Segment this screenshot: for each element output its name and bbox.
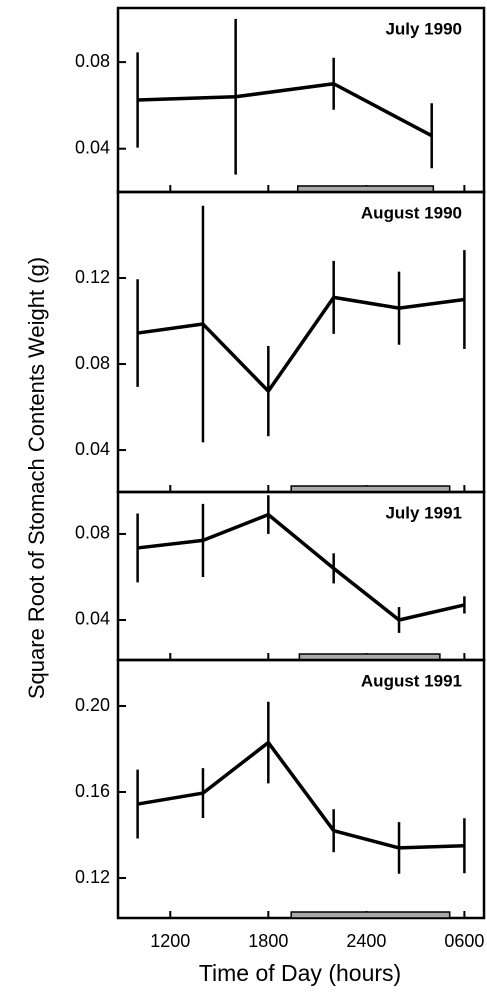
night-bar xyxy=(290,911,451,919)
data-line xyxy=(137,740,465,850)
y-tick-label: 0.20 xyxy=(75,695,110,715)
panel-title: July 1991 xyxy=(385,503,462,522)
x-tick-label: 2400 xyxy=(346,931,386,951)
y-axis-label: Square Root of Stomach Contents Weight (… xyxy=(24,257,49,699)
x-tick-label: 1200 xyxy=(150,931,190,951)
y-tick-label: 0.16 xyxy=(75,781,110,801)
y-tick-label: 0.08 xyxy=(75,353,110,373)
data-line xyxy=(137,295,465,393)
y-tick-label: 0.08 xyxy=(75,51,110,71)
panel-title: August 1991 xyxy=(361,671,462,690)
panel-title: August 1990 xyxy=(361,203,462,222)
x-tick-label: 1800 xyxy=(248,931,288,951)
y-tick-label: 0.12 xyxy=(75,867,110,887)
x-axis-label: Time of Day (hours) xyxy=(199,960,401,986)
panel-title: July 1990 xyxy=(385,19,462,38)
y-tick-label: 0.04 xyxy=(75,439,110,459)
data-line xyxy=(137,512,465,622)
data-line xyxy=(137,82,433,138)
x-tick-label: 0600 xyxy=(444,931,484,951)
y-tick-label: 0.04 xyxy=(75,609,110,629)
y-tick-label: 0.04 xyxy=(75,137,110,157)
y-tick-label: 0.08 xyxy=(75,523,110,543)
y-tick-label: 0.12 xyxy=(75,267,110,287)
